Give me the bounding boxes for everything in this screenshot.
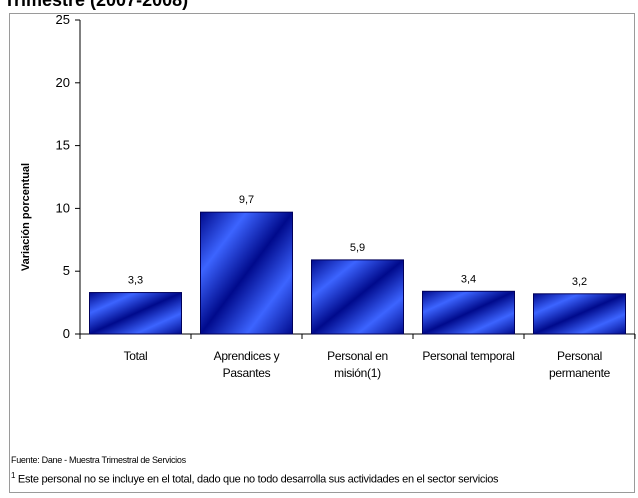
data-label: 3,4 (461, 273, 476, 285)
y-tick-label: 20 (56, 75, 70, 90)
data-label: 9,7 (239, 194, 254, 206)
bars (89, 211, 626, 335)
x-tick-label: Personal en (327, 349, 388, 363)
x-tick-label: Aprendices y (214, 349, 280, 363)
chart-title: Trimestre (2007-2008) (4, 0, 189, 10)
data-label: 3,3 (128, 275, 143, 287)
y-tick-label: 25 (56, 12, 70, 27)
bar (200, 211, 293, 335)
x-tick-label: Total (124, 349, 148, 363)
data-label: 3,2 (572, 276, 587, 288)
footnote-marker: 1 (11, 471, 16, 480)
bar (89, 292, 182, 335)
chart-frame (9, 13, 635, 493)
source-note: Fuente: Dane - Muestra Trimestral de Ser… (11, 455, 186, 465)
bar (311, 259, 404, 335)
y-axis-title: Variación porcentual (20, 163, 32, 271)
x-tick-label: Pasantes (223, 366, 271, 380)
footnote-text: Este personal no se incluye en el total,… (15, 473, 499, 486)
y-tick-label: 10 (56, 200, 70, 215)
bar (422, 290, 515, 335)
labels: 0 5 10 15 20 25 Variación porcentual 3,3 Total 9,… (20, 12, 611, 380)
y-tick-label: 5 (63, 263, 70, 278)
y-tick-label: 15 (56, 138, 70, 153)
x-tick-label: Personal (557, 349, 602, 363)
x-tick-label: Personal temporal (422, 349, 514, 363)
data-label: 5,9 (350, 242, 365, 254)
y-tick-label: 0 (63, 326, 70, 341)
bar (533, 293, 626, 335)
x-tick-label: misión(1) (334, 366, 381, 380)
footnote: 1 Este personal no se incluye en el tota… (11, 469, 571, 487)
x-tick-label: permanente (549, 366, 611, 380)
